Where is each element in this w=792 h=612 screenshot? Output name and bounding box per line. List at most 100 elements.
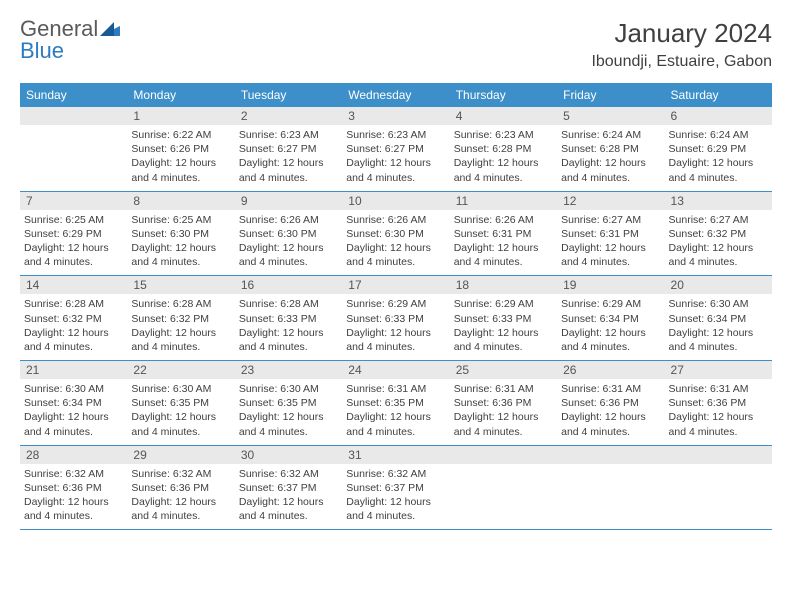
sunrise-text: Sunrise: 6:32 AM xyxy=(131,467,230,481)
day-body: Sunrise: 6:24 AMSunset: 6:28 PMDaylight:… xyxy=(561,128,660,185)
day-cell: 8 Sunrise: 6:25 AMSunset: 6:30 PMDaylight… xyxy=(127,192,234,276)
day-number: 19 xyxy=(557,276,664,294)
sunset-text: Sunset: 6:28 PM xyxy=(454,142,553,156)
day-number: 7 xyxy=(20,192,127,210)
day-body: Sunrise: 6:31 AMSunset: 6:36 PMDaylight:… xyxy=(454,382,553,439)
daylight-text: Daylight: 12 hours and 4 minutes. xyxy=(454,241,553,269)
day-body: Sunrise: 6:31 AMSunset: 6:36 PMDaylight:… xyxy=(561,382,660,439)
day-body: Sunrise: 6:32 AMSunset: 6:36 PMDaylight:… xyxy=(24,467,123,524)
day-number: 8 xyxy=(127,192,234,210)
daylight-text: Daylight: 12 hours and 4 minutes. xyxy=(239,495,338,523)
day-body: Sunrise: 6:32 AMSunset: 6:37 PMDaylight:… xyxy=(239,467,338,524)
daylight-text: Daylight: 12 hours and 4 minutes. xyxy=(561,241,660,269)
day-body: Sunrise: 6:28 AMSunset: 6:32 PMDaylight:… xyxy=(131,297,230,354)
daylight-text: Daylight: 12 hours and 4 minutes. xyxy=(24,495,123,523)
daylight-text: Daylight: 12 hours and 4 minutes. xyxy=(24,326,123,354)
day-number: 28 xyxy=(20,446,127,464)
daylight-text: Daylight: 12 hours and 4 minutes. xyxy=(669,410,768,438)
day-cell: 30 Sunrise: 6:32 AMSunset: 6:37 PMDayligh… xyxy=(235,446,342,530)
sunrise-text: Sunrise: 6:31 AM xyxy=(454,382,553,396)
day-number: 30 xyxy=(235,446,342,464)
daylight-text: Daylight: 12 hours and 4 minutes. xyxy=(131,495,230,523)
day-body: Sunrise: 6:28 AMSunset: 6:32 PMDaylight:… xyxy=(24,297,123,354)
sunrise-text: Sunrise: 6:30 AM xyxy=(669,297,768,311)
day-body: Sunrise: 6:28 AMSunset: 6:33 PMDaylight:… xyxy=(239,297,338,354)
sunrise-text: Sunrise: 6:26 AM xyxy=(454,213,553,227)
daylight-text: Daylight: 12 hours and 4 minutes. xyxy=(239,410,338,438)
day-number: 14 xyxy=(20,276,127,294)
day-cell: 20 Sunrise: 6:30 AMSunset: 6:34 PMDayligh… xyxy=(665,276,772,360)
day-cell: 10Sunrise: 6:26 AMSunset: 6:30 PMDayligh… xyxy=(342,192,449,276)
sunset-text: Sunset: 6:37 PM xyxy=(346,481,445,495)
day-cell xyxy=(557,446,664,530)
weekday-header: Wednesday xyxy=(342,83,449,107)
day-body: Sunrise: 6:30 AMSunset: 6:34 PMDaylight:… xyxy=(669,297,768,354)
logo-text-blue: Blue xyxy=(20,38,64,63)
day-body: Sunrise: 6:24 AMSunset: 6:29 PMDaylight:… xyxy=(669,128,768,185)
sunset-text: Sunset: 6:33 PM xyxy=(346,312,445,326)
sunrise-text: Sunrise: 6:24 AM xyxy=(561,128,660,142)
sunset-text: Sunset: 6:36 PM xyxy=(669,396,768,410)
sunset-text: Sunset: 6:29 PM xyxy=(669,142,768,156)
day-body: Sunrise: 6:31 AMSunset: 6:36 PMDaylight:… xyxy=(669,382,768,439)
sunrise-text: Sunrise: 6:25 AM xyxy=(24,213,123,227)
sunset-text: Sunset: 6:33 PM xyxy=(454,312,553,326)
daylight-text: Daylight: 12 hours and 4 minutes. xyxy=(239,326,338,354)
day-number: 5 xyxy=(557,107,664,125)
sunrise-text: Sunrise: 6:28 AM xyxy=(24,297,123,311)
daylight-text: Daylight: 12 hours and 4 minutes. xyxy=(561,326,660,354)
day-body: Sunrise: 6:25 AMSunset: 6:30 PMDaylight:… xyxy=(131,213,230,270)
sunset-text: Sunset: 6:36 PM xyxy=(561,396,660,410)
day-number: 1 xyxy=(127,107,234,125)
day-number: 26 xyxy=(557,361,664,379)
day-cell: 1Sunrise: 6:22 AMSunset: 6:26 PMDaylight… xyxy=(127,107,234,191)
sunset-text: Sunset: 6:35 PM xyxy=(131,396,230,410)
sunrise-text: Sunrise: 6:32 AM xyxy=(239,467,338,481)
day-body: Sunrise: 6:23 AMSunset: 6:27 PMDaylight:… xyxy=(346,128,445,185)
daylight-text: Daylight: 12 hours and 4 minutes. xyxy=(239,241,338,269)
sunset-text: Sunset: 6:35 PM xyxy=(239,396,338,410)
weekday-header: Friday xyxy=(557,83,664,107)
sunset-text: Sunset: 6:36 PM xyxy=(454,396,553,410)
sunset-text: Sunset: 6:32 PM xyxy=(24,312,123,326)
sunset-text: Sunset: 6:32 PM xyxy=(669,227,768,241)
day-cell: 9Sunrise: 6:26 AMSunset: 6:30 PMDaylight… xyxy=(235,192,342,276)
day-number: 2 xyxy=(235,107,342,125)
day-number: 11 xyxy=(450,192,557,210)
day-cell: 15Sunrise: 6:28 AMSunset: 6:32 PMDayligh… xyxy=(127,276,234,360)
day-number: 17 xyxy=(342,276,449,294)
location: Iboundji, Estuaire, Gabon xyxy=(591,53,772,71)
sunrise-text: Sunrise: 6:26 AM xyxy=(239,213,338,227)
day-body: Sunrise: 6:29 AMSunset: 6:34 PMDaylight:… xyxy=(561,297,660,354)
day-cell: 14 Sunrise: 6:28 AMSunset: 6:32 PMDayligh… xyxy=(20,276,127,360)
sunrise-text: Sunrise: 6:32 AM xyxy=(24,467,123,481)
day-cell: 24Sunrise: 6:31 AMSunset: 6:35 PMDayligh… xyxy=(342,361,449,445)
day-number xyxy=(20,107,127,125)
day-body: Sunrise: 6:30 AMSunset: 6:35 PMDaylight:… xyxy=(131,382,230,439)
calendar: Sunday Monday Tuesday Wednesday Thursday… xyxy=(20,83,772,530)
sunset-text: Sunset: 6:31 PM xyxy=(561,227,660,241)
sunrise-text: Sunrise: 6:30 AM xyxy=(24,382,123,396)
sunset-text: Sunset: 6:32 PM xyxy=(131,312,230,326)
day-body: Sunrise: 6:32 AMSunset: 6:37 PMDaylight:… xyxy=(346,467,445,524)
day-cell: 28 Sunrise: 6:32 AMSunset: 6:36 PMDayligh… xyxy=(20,446,127,530)
day-cell: 7Sunrise: 6:25 AMSunset: 6:29 PMDaylight… xyxy=(20,192,127,276)
day-number xyxy=(557,446,664,464)
day-cell: 21Sunrise: 6:30 AMSunset: 6:34 PMDayligh… xyxy=(20,361,127,445)
day-cell: 23Sunrise: 6:30 AMSunset: 6:35 PMDayligh… xyxy=(235,361,342,445)
day-number: 20 xyxy=(665,276,772,294)
day-number: 6 xyxy=(665,107,772,125)
day-cell: 18Sunrise: 6:29 AMSunset: 6:33 PMDayligh… xyxy=(450,276,557,360)
sunrise-text: Sunrise: 6:27 AM xyxy=(669,213,768,227)
sunset-text: Sunset: 6:28 PM xyxy=(561,142,660,156)
day-number: 18 xyxy=(450,276,557,294)
sunset-text: Sunset: 6:36 PM xyxy=(131,481,230,495)
logo-text: General Blue xyxy=(20,18,120,62)
daylight-text: Daylight: 12 hours and 4 minutes. xyxy=(346,156,445,184)
weekday-header: Thursday xyxy=(450,83,557,107)
day-cell: 22Sunrise: 6:30 AMSunset: 6:35 PMDayligh… xyxy=(127,361,234,445)
sunrise-text: Sunrise: 6:26 AM xyxy=(346,213,445,227)
day-cell: 6 Sunrise: 6:24 AMSunset: 6:29 PMDaylight… xyxy=(665,107,772,191)
weekday-header: Monday xyxy=(127,83,234,107)
sunrise-text: Sunrise: 6:23 AM xyxy=(454,128,553,142)
